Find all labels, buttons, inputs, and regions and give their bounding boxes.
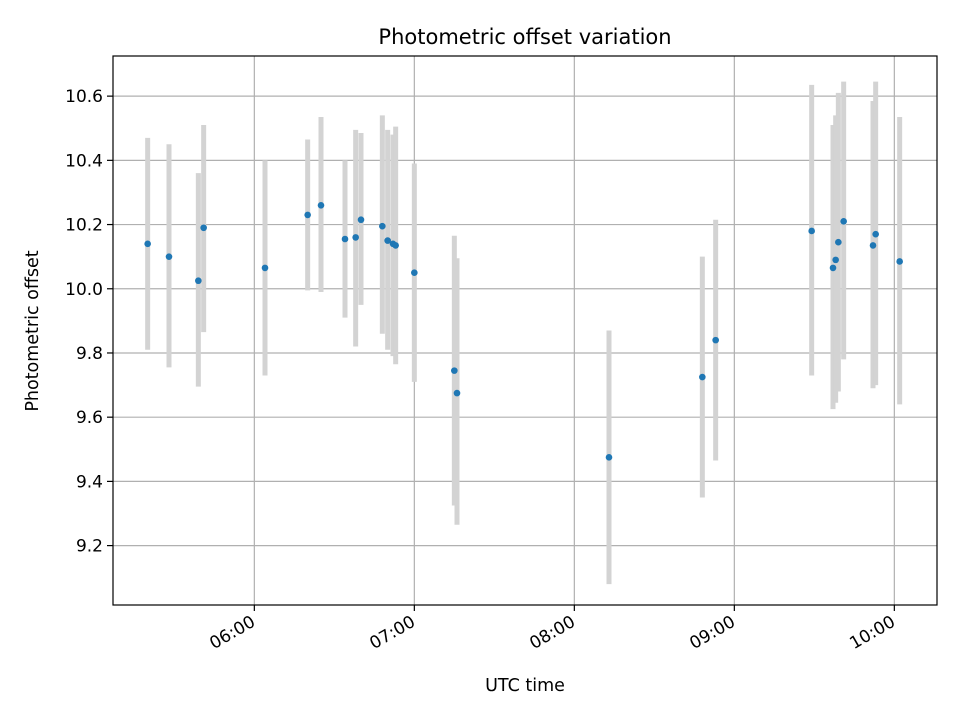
data-point [341, 235, 349, 243]
data-point [712, 336, 719, 344]
data-point [144, 240, 151, 248]
data-point [699, 373, 706, 381]
data-point [840, 218, 847, 225]
data-point [379, 222, 386, 230]
data-point [451, 367, 458, 374]
plot-frame [112, 55, 938, 606]
data-point [317, 201, 325, 209]
y-tick-label: 10.6 [65, 87, 103, 107]
data-point [352, 234, 359, 241]
y-axis-label: Photometric offset [23, 250, 43, 411]
data-point [872, 230, 879, 238]
data-point [835, 238, 842, 246]
y-tick-label: 9.4 [76, 472, 103, 492]
data-point [392, 242, 399, 249]
data-point [261, 264, 269, 272]
data-point [832, 256, 839, 264]
chart-title: Photometric offset variation [378, 25, 671, 49]
data-point [165, 253, 173, 260]
y-tick-label: 9.8 [76, 344, 103, 364]
data-point [384, 237, 391, 244]
y-tick-label: 9.6 [76, 408, 103, 428]
x-axis-label: UTC time [485, 676, 565, 696]
data-point [200, 224, 207, 232]
data-point [304, 211, 311, 219]
data-point [896, 258, 903, 265]
y-tick-label: 9.2 [76, 537, 103, 557]
y-tick-label: 10.0 [65, 280, 103, 300]
data-point [829, 264, 837, 272]
y-tick-label: 10.4 [65, 151, 103, 171]
data-point [411, 269, 418, 277]
data-point [605, 454, 613, 461]
point-layer [144, 201, 903, 461]
data-point [195, 277, 202, 285]
data-point [869, 242, 877, 249]
data-point [808, 227, 815, 235]
grid-layer [113, 56, 937, 605]
data-point [453, 389, 461, 397]
y-tick-label: 10.2 [65, 216, 103, 236]
data-point [357, 216, 365, 224]
